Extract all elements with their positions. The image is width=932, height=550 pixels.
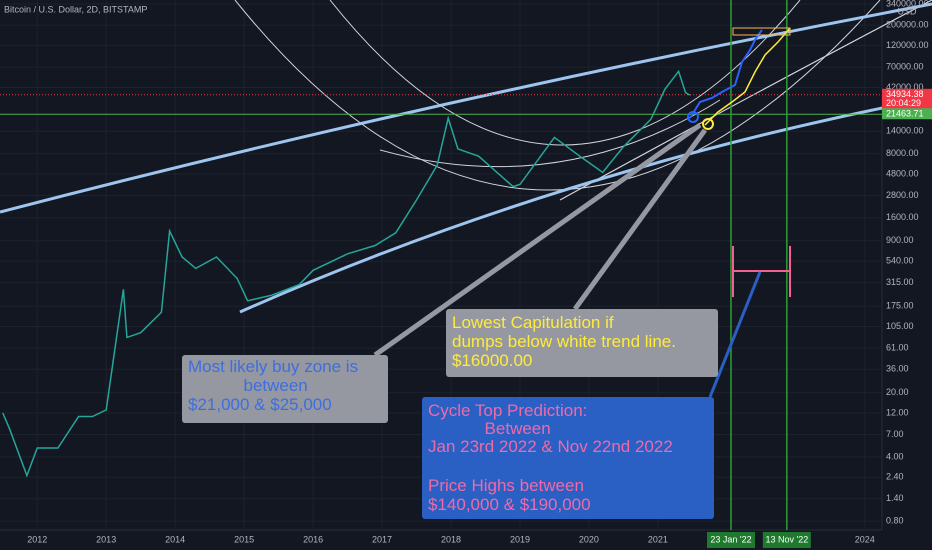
blue-projection [689,29,763,119]
pointer [572,128,708,311]
y-tick-label: 200000.00 [886,20,929,30]
white-arc [234,0,881,191]
note-line: $16000.00 [452,351,532,370]
y-tick-label: 4800.00 [886,168,919,178]
white-arc [379,99,721,168]
x-tick-label: 2016 [303,534,323,544]
upper-channel [0,2,932,214]
note-line: $140,000 & $190,000 [428,495,591,514]
y-tick-label: 1600.00 [886,212,919,222]
y-tick-label: 900.00 [886,235,914,245]
x-tick-label: 2020 [579,534,599,544]
top-zone [732,27,791,36]
note-line: Jan 23rd 2022 & Nov 22nd 2022 [428,437,673,456]
annotation: Most likely buy zone is between $21,000 … [182,355,388,423]
y-tick-label: 0.80 [886,515,904,525]
annotation: Cycle Top Prediction: Between Jan 23rd 2… [422,397,714,519]
pointer [373,122,702,358]
date-tag-label: 23 Jan '22 [710,534,751,544]
blue-circle [687,111,699,123]
x-tick-label: 2013 [96,534,116,544]
y-tick-label: 70000.00 [886,61,924,71]
note-text: Most likely buy zone is between $21,000 … [188,357,363,414]
note-text: Cycle Top Prediction: Between Jan 23rd 2… [428,401,678,514]
date-tag [762,532,811,548]
yellow-circle [702,118,714,130]
x-tick-label: 2021 [648,534,668,544]
x-tick-label: 2015 [234,534,254,544]
y-tick-label: 2800.00 [886,190,919,200]
price-tag [882,88,932,109]
note-line: Cycle Top Prediction: [428,401,587,420]
y-tick-label: 1.40 [886,493,904,503]
date-tag-label: 13 Nov '22 [765,534,808,544]
note-line: between [243,376,307,395]
note-line: Most likely buy zone is [188,357,358,376]
y-tick-label: 105.00 [886,321,914,331]
chart-title: Bitcoin / U.S. Dollar, 2D, BITSTAMP [4,4,147,14]
y-tick-label: 36.00 [886,364,909,374]
note-line: Lowest Capitulation if [452,313,614,332]
note-line: dumps below white trend line. [452,332,676,351]
y-tick-label: 340000.00 [886,0,929,8]
y-unit: USD [897,6,917,16]
drawings [0,0,932,314]
date-tag [706,532,755,548]
white-trend-line [559,0,932,201]
y-tick-label: 20.00 [886,387,909,397]
price-line [2,69,691,478]
note-box [182,355,388,423]
x-tick-label: 2018 [441,534,461,544]
y-tick-label: 42000.00 [886,82,924,92]
y-tick-label: 14000.00 [886,126,924,136]
x-tick-label: 2024 [855,534,875,544]
price-tag-label: 34934.38 [886,89,924,99]
y-tick-label: 315.00 [886,277,914,287]
y-tick-label: 61.00 [886,343,909,353]
y-tick-label: 2.40 [886,472,904,482]
price-tag [882,108,932,120]
pink-bracket [732,246,791,297]
lower-channel [239,96,932,314]
x-tick-label: 2017 [372,534,392,544]
note-box [422,397,714,519]
axes: Bitcoin / U.S. Dollar, 2D, BITSTAMP USD … [4,0,932,548]
annotation: Lowest Capitulation if dumps below white… [446,309,718,377]
yellow-projection [704,27,791,126]
note-line: Price Highs between [428,476,584,495]
y-tick-label: 7.00 [886,429,904,439]
y-tick-label: 175.00 [886,301,914,311]
note-line: $21,000 & $25,000 [188,395,332,414]
y-tick-label: 12.00 [886,407,909,417]
price-tag-label: 21463.71 [886,109,924,119]
note-box [446,309,718,377]
pointer [708,271,762,398]
countdown-label: 20:04:29 [886,98,921,108]
marks [0,0,882,530]
note-line: Between [485,419,551,438]
x-tick-label: 2014 [165,534,185,544]
x-tick-label: 2019 [510,534,530,544]
white-arc [329,0,801,146]
y-tick-label: 540.00 [886,256,914,266]
y-tick-label: 8000.00 [886,148,919,158]
note-text: Lowest Capitulation if dumps below white… [452,313,681,370]
y-tick-label: 120000.00 [886,40,929,50]
y-tick-label: 4.00 [886,451,904,461]
x-tick-label: 2012 [27,534,47,544]
projections [373,27,791,398]
